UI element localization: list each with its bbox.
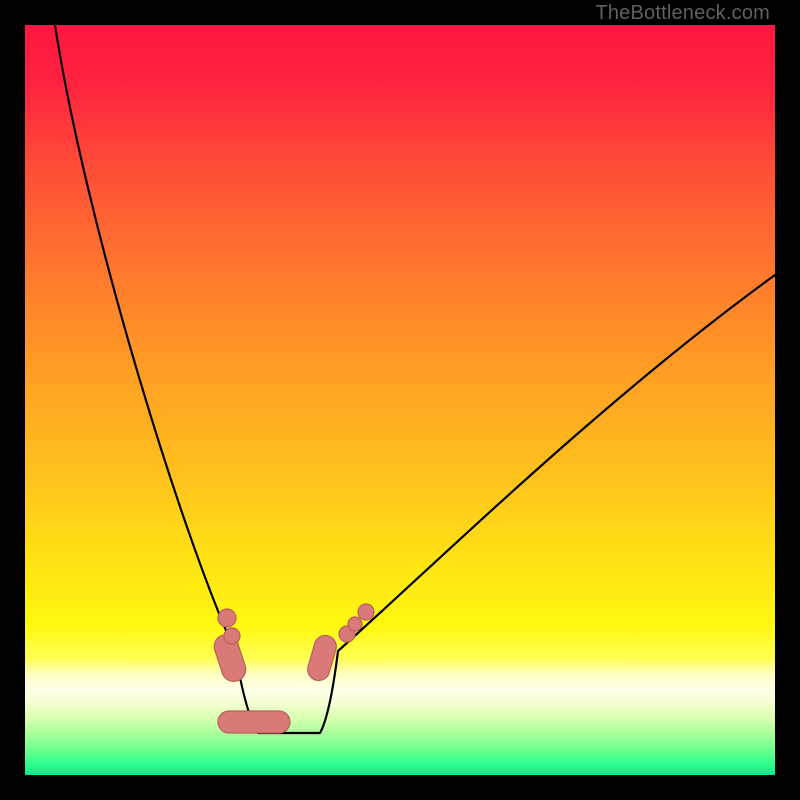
plot-area [25, 25, 775, 775]
marker-dot-1 [224, 628, 240, 644]
chart-stage: TheBottleneck.com [0, 0, 800, 800]
curve-layer [0, 0, 800, 800]
marker-dot-3 [348, 617, 362, 631]
marker-dot-4 [358, 604, 374, 620]
bottleneck-curve [55, 25, 775, 733]
marker-dot-0 [218, 609, 236, 627]
marker-pill-bottom [218, 711, 290, 733]
